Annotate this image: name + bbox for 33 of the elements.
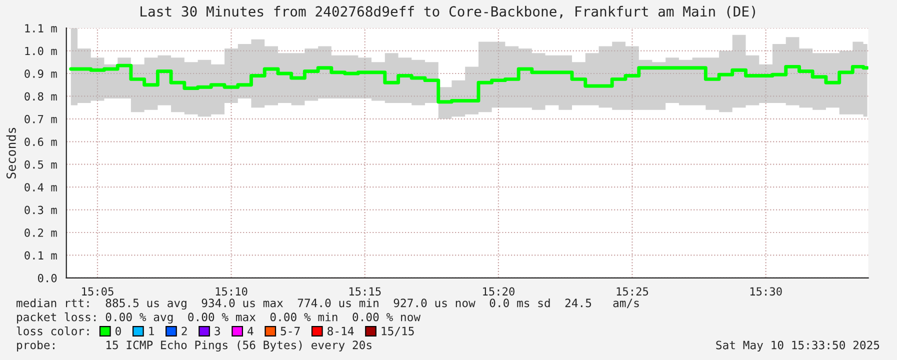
y-tick-label: 1.1 m [25, 24, 57, 32]
text: packet loss: 0.00 % avg 0.00 % max 0.00 % min 0.00 % now [17, 312, 421, 324]
text: Sat May 10 15:33:50 2025 [716, 340, 880, 352]
y-tick-label: 0.3 m [24, 206, 57, 214]
legend-label: 3 [214, 326, 220, 336]
legend-label: 0 [116, 326, 121, 336]
x-tick-label: 15:15 [349, 287, 381, 296]
x-tick-label: 15:10 [216, 287, 248, 296]
y-tick-label: 0.8 m [24, 92, 57, 101]
legend-label: 8-14 [328, 326, 354, 336]
y-tick-label: 0.2 m [24, 228, 57, 237]
y-tick-label: 1.0 m [25, 46, 57, 56]
legend-label: 1 [149, 326, 154, 336]
y-tick-label: 0.4 m [24, 183, 57, 192]
text: probe: 15 ICMP Echo Pings (56 Bytes) every 20s [17, 340, 372, 352]
x-tick-label: 15:30 [750, 287, 782, 296]
legend-label: 5-7 [280, 326, 300, 336]
y-tick-label: 0.1 m [24, 251, 57, 260]
x-tick-label: 15:25 [616, 287, 648, 296]
legend-label: 15/15 [382, 326, 414, 336]
chart-title: Last 30 Minutes from 2402768d9eff to Core-Backbone, Frankfurt am Main (DE) [140, 6, 756, 18]
y-tick-label: 0.7 m [24, 114, 57, 124]
legend-title: loss color: [16, 326, 89, 336]
y-tick-label: 0.0 [38, 274, 57, 282]
legend-label: 4 [248, 326, 254, 336]
y-axis-title: Seconds [6, 128, 16, 178]
text: median rtt: 885.5 us avg 934.0 us max 774.0 us min 927.0 us now 0.0 ms sd 24.5 am/s [16, 298, 639, 310]
x-tick-label: 15:05 [82, 287, 114, 296]
x-tick-label: 15:20 [483, 287, 514, 296]
legend-label: 2 [182, 326, 187, 336]
y-tick-label: 0.6 m [24, 138, 57, 146]
y-tick-label: 0.9 m [24, 70, 57, 78]
y-tick-label: 0.5 m [24, 160, 57, 169]
